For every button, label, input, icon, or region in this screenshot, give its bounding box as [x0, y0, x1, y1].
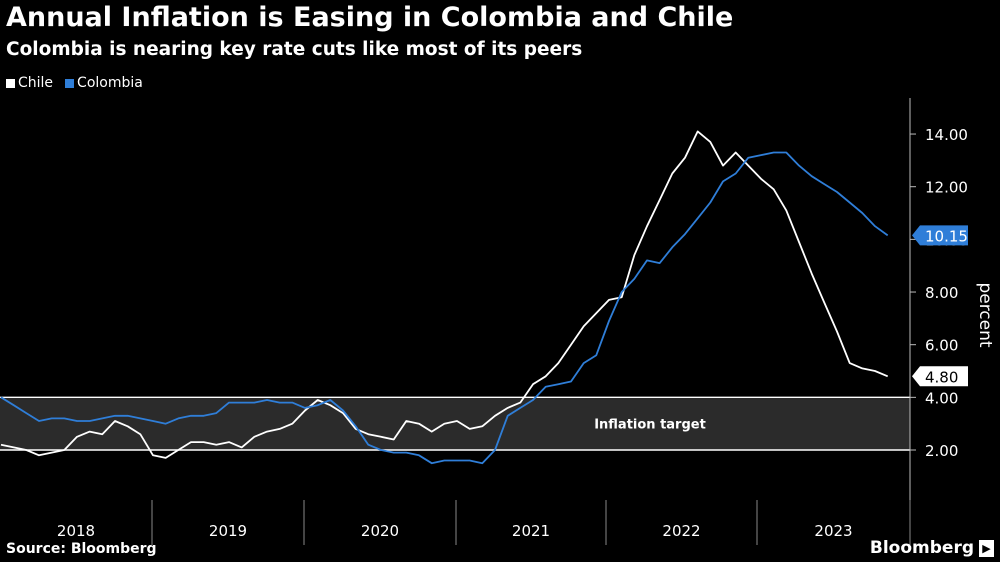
bloomberg-logo: Bloomberg ▶: [870, 538, 994, 558]
legend: Chile Colombia: [6, 75, 143, 91]
last-value-label-chile: 4.80: [925, 368, 958, 386]
last-value-label-colombia: 10.15: [925, 227, 968, 245]
chart-title: Annual Inflation is Easing in Colombia a…: [6, 2, 734, 33]
y-tick-label: 12.00: [925, 179, 968, 197]
legend-item-chile: Chile: [6, 75, 53, 91]
brand-label: Bloomberg: [869, 538, 974, 558]
x-tick-label: 2021: [512, 522, 550, 540]
last-value-box-chile: [912, 366, 968, 387]
y-axis-title: percent: [975, 282, 995, 347]
inflation-target-band: [0, 397, 910, 450]
y-tick-label: 6.00: [925, 337, 958, 355]
y-tick-label: 2.00: [925, 442, 958, 460]
legend-swatch-chile: [6, 78, 15, 88]
x-tick-label: 2023: [814, 522, 852, 540]
x-tick-label: 2022: [662, 522, 700, 540]
legend-swatch-colombia: [65, 78, 75, 88]
last-value-callout-colombia: 10.15: [912, 225, 968, 246]
source-note: Source: Bloomberg: [6, 541, 157, 557]
inflation-target-label: Inflation target: [594, 418, 706, 433]
series-line-chile: [0, 130, 889, 459]
x-tick-label: 2018: [57, 522, 95, 540]
legend-label-chile: Chile: [18, 75, 54, 91]
legend-label-colombia: Colombia: [77, 75, 143, 91]
x-tick-label: 2020: [361, 522, 399, 540]
y-tick-label: 4.00: [925, 389, 958, 407]
last-value-box-colombia: [912, 225, 968, 246]
y-tick-label: 8.00: [925, 284, 958, 302]
y-tick-label: 14.00: [925, 126, 968, 144]
legend-item-colombia: Colombia: [65, 75, 143, 91]
x-tick-label: 2019: [209, 522, 247, 540]
chart-subtitle: Colombia is nearing key rate cuts like m…: [6, 39, 583, 60]
last-value-callout-chile: 4.80: [912, 366, 968, 387]
series-line-colombia: [0, 151, 889, 465]
bloomberg-terminal-icon: ▶: [979, 539, 994, 557]
